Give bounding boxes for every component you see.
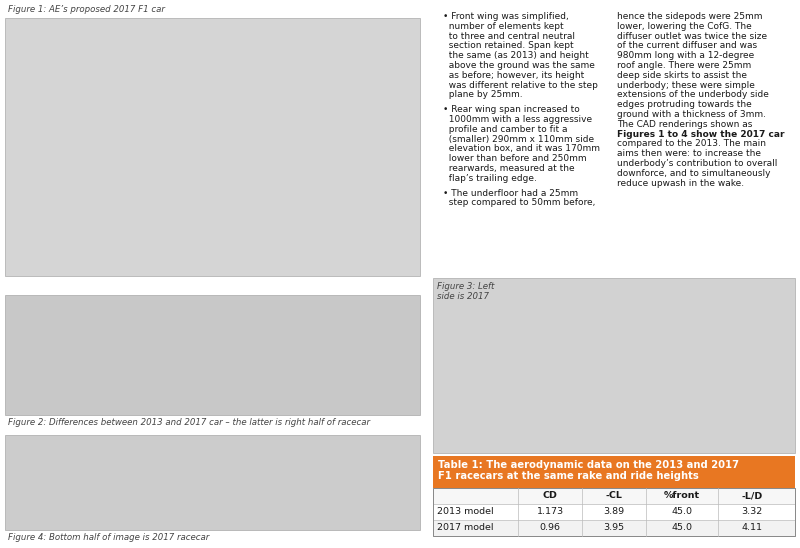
Text: • Rear wing span increased to: • Rear wing span increased to [443, 105, 580, 114]
Bar [433, 456, 795, 488]
Text: -CL: -CL [606, 492, 622, 500]
Text: of the current diffuser and was: of the current diffuser and was [617, 42, 757, 50]
Text: edges protruding towards the: edges protruding towards the [617, 100, 752, 109]
Text: Figures 1 to 4 show the 2017 car: Figures 1 to 4 show the 2017 car [617, 129, 785, 139]
Text: underbody’s contribution to overall: underbody’s contribution to overall [617, 159, 778, 168]
Bar [433, 504, 795, 520]
Text: plane by 25mm.: plane by 25mm. [443, 90, 522, 99]
Bar [433, 520, 795, 536]
Text: diffuser outlet was twice the size: diffuser outlet was twice the size [617, 32, 767, 41]
Text: 0.96: 0.96 [539, 523, 561, 533]
Text: profile and camber to fit a: profile and camber to fit a [443, 125, 567, 134]
Text: above the ground was the same: above the ground was the same [443, 61, 595, 70]
Text: rearwards, measured at the: rearwards, measured at the [443, 164, 574, 173]
Text: Figure 1: AE’s proposed 2017 F1 car: Figure 1: AE’s proposed 2017 F1 car [8, 5, 165, 14]
Text: 3.32: 3.32 [742, 507, 762, 517]
Bar [5, 435, 420, 530]
Text: 2017 model: 2017 model [437, 523, 494, 533]
Text: Figure 2: Differences between 2013 and 2017 car – the latter is right half of ra: Figure 2: Differences between 2013 and 2… [8, 418, 370, 427]
Text: the same (as 2013) and height: the same (as 2013) and height [443, 51, 589, 60]
Bar [5, 295, 420, 415]
Text: deep side skirts to assist the: deep side skirts to assist the [617, 71, 747, 80]
Text: as before; however, its height: as before; however, its height [443, 71, 584, 80]
Text: 45.0: 45.0 [671, 523, 693, 533]
Bar [433, 488, 795, 536]
Text: roof angle. There were 25mm: roof angle. There were 25mm [617, 61, 751, 70]
Text: was different relative to the step: was different relative to the step [443, 81, 598, 90]
Text: 1.173: 1.173 [537, 507, 563, 517]
Text: step compared to 50mm before,: step compared to 50mm before, [443, 198, 595, 207]
Text: flap’s trailing edge.: flap’s trailing edge. [443, 174, 537, 183]
Bar [5, 18, 420, 276]
Text: lower than before and 250mm: lower than before and 250mm [443, 154, 586, 163]
Text: (smaller) 290mm x 110mm side: (smaller) 290mm x 110mm side [443, 135, 594, 144]
Text: downforce, and to simultaneously: downforce, and to simultaneously [617, 169, 770, 178]
Text: number of elements kept: number of elements kept [443, 22, 564, 31]
Text: 3.89: 3.89 [603, 507, 625, 517]
Text: 4.11: 4.11 [742, 523, 762, 533]
Text: F1 racecars at the same rake and ride heights: F1 racecars at the same rake and ride he… [438, 471, 698, 481]
Text: compared to the 2013. The main: compared to the 2013. The main [617, 139, 766, 149]
Text: elevation box, and it was 170mm: elevation box, and it was 170mm [443, 145, 600, 153]
Text: hence the sidepods were 25mm: hence the sidepods were 25mm [617, 12, 762, 21]
Bar [433, 278, 795, 453]
Text: The CAD renderings shown as: The CAD renderings shown as [617, 120, 752, 129]
Text: CD: CD [542, 492, 558, 500]
Text: ground with a thickness of 3mm.: ground with a thickness of 3mm. [617, 110, 766, 119]
Text: section retained. Span kept: section retained. Span kept [443, 42, 574, 50]
Text: 1000mm with a less aggressive: 1000mm with a less aggressive [443, 115, 592, 124]
Bar [433, 488, 795, 504]
Text: underbody; these were simple: underbody; these were simple [617, 81, 755, 90]
Text: -L/D: -L/D [742, 492, 762, 500]
Text: 3.95: 3.95 [603, 523, 625, 533]
Text: • The underfloor had a 25mm: • The underfloor had a 25mm [443, 189, 578, 198]
Text: lower, lowering the CofG. The: lower, lowering the CofG. The [617, 22, 752, 31]
Text: 45.0: 45.0 [671, 507, 693, 517]
Text: extensions of the underbody side: extensions of the underbody side [617, 90, 769, 99]
Text: aims then were: to increase the: aims then were: to increase the [617, 149, 761, 158]
Text: Table 1: The aerodynamic data on the 2013 and 2017: Table 1: The aerodynamic data on the 201… [438, 460, 739, 470]
Text: 980mm long with a 12-degree: 980mm long with a 12-degree [617, 51, 754, 60]
Text: Figure 3: Left
side is 2017: Figure 3: Left side is 2017 [437, 282, 494, 301]
Text: Figure 4: Bottom half of image is 2017 racecar: Figure 4: Bottom half of image is 2017 r… [8, 533, 210, 542]
Text: to three and central neutral: to three and central neutral [443, 32, 575, 41]
Text: 2013 model: 2013 model [437, 507, 494, 517]
Text: • Front wing was simplified,: • Front wing was simplified, [443, 12, 569, 21]
Text: reduce upwash in the wake.: reduce upwash in the wake. [617, 179, 744, 187]
Text: %front: %front [664, 492, 700, 500]
